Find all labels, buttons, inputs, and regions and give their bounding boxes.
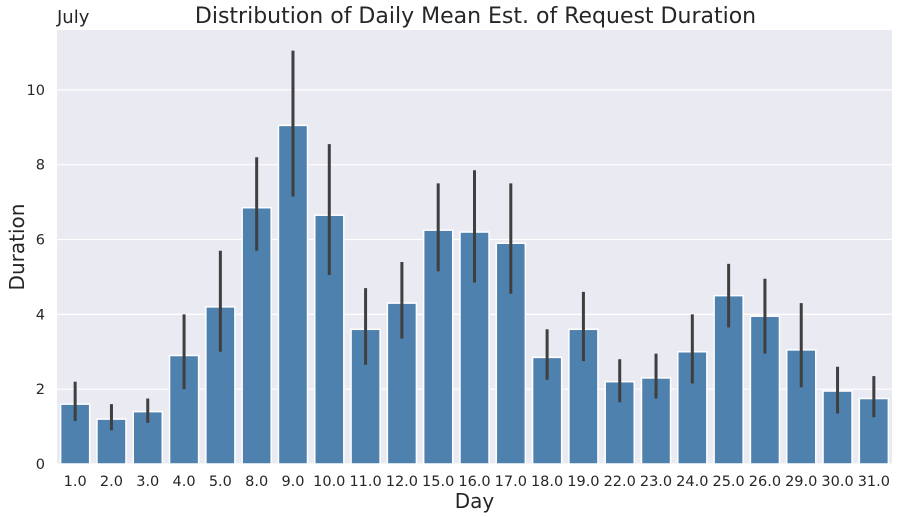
- error-bars: [73, 50, 876, 431]
- x-tick-label: 24.0: [676, 474, 708, 490]
- corner-label: July: [56, 7, 90, 28]
- x-tick-label: 31.0: [858, 474, 890, 490]
- x-tick-label: 25.0: [712, 474, 744, 490]
- y-tick-label: 0: [36, 457, 45, 473]
- x-axis-label: Day: [455, 489, 495, 513]
- x-tick-label: 26.0: [749, 474, 781, 490]
- chart-title: Distribution of Daily Mean Est. of Reque…: [195, 4, 756, 29]
- x-tick-label: 3.0: [136, 474, 159, 490]
- x-tick-label: 18.0: [531, 474, 563, 490]
- x-tick-label: 15.0: [422, 474, 454, 490]
- x-tick-label: 19.0: [567, 474, 599, 490]
- x-tick-label: 10.0: [313, 474, 345, 490]
- x-tick-labels: 1.0 2.0 3.0 4.0 5.0 8.0 9.0 10.0 11.0 12.0 15.0 16.…: [64, 474, 890, 490]
- bar: [459, 231, 490, 465]
- y-axis-label: Duration: [5, 204, 29, 291]
- x-tick-label: 9.0: [281, 474, 304, 490]
- y-tick-label: 8: [36, 158, 45, 174]
- y-tick-label: 6: [36, 233, 45, 249]
- x-tick-label: 11.0: [349, 474, 381, 490]
- x-tick-label: 29.0: [785, 474, 817, 490]
- x-tick-label: 30.0: [821, 474, 853, 490]
- y-tick-label: 10: [27, 83, 45, 99]
- x-tick-label: 17.0: [495, 474, 527, 490]
- x-tick-label: 22.0: [604, 474, 636, 490]
- x-tick-label: 12.0: [386, 474, 418, 490]
- x-tick-label: 1.0: [64, 474, 87, 490]
- x-tick-label: 23.0: [640, 474, 672, 490]
- x-tick-label: 8.0: [245, 474, 268, 490]
- x-tick-label: 5.0: [209, 474, 232, 490]
- y-tick-labels: 0 2 4 6 8 10: [27, 83, 45, 473]
- x-tick-label: 16.0: [458, 474, 490, 490]
- bar: [241, 206, 272, 465]
- x-tick-label: 2.0: [100, 474, 123, 490]
- y-tick-label: 4: [36, 307, 45, 323]
- x-tick-label: 4.0: [173, 474, 196, 490]
- bar: [749, 315, 781, 465]
- y-tick-label: 2: [36, 382, 45, 398]
